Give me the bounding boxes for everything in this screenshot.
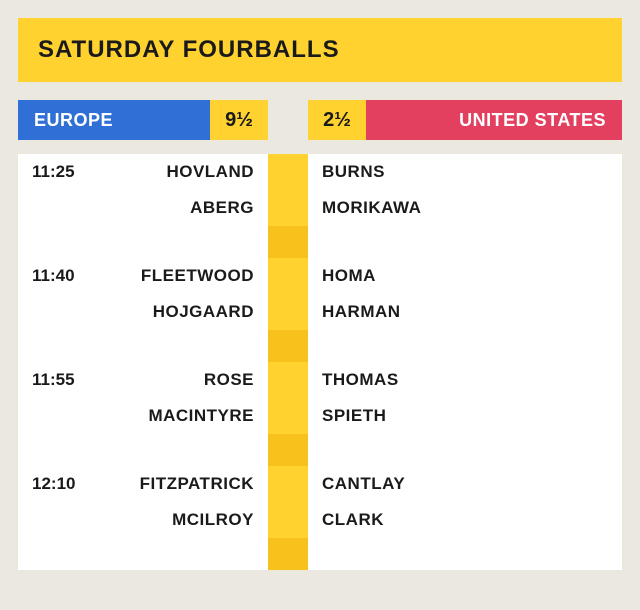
usa-player: CANTLAY (308, 474, 622, 494)
usa-score: 2½ (308, 100, 366, 140)
divider-cell (268, 226, 308, 258)
europe-player: MCILROY (96, 510, 268, 530)
divider-cell (268, 502, 308, 538)
europe-score: 9½ (210, 100, 268, 140)
score-row: EUROPE 9½ 2½ UNITED STATES (18, 100, 622, 140)
divider-cell (268, 294, 308, 330)
matches-table: 11:25 HOVLAND BURNS ABERG MORIKAWA 11:40… (18, 154, 622, 570)
match-time: 11:40 (18, 266, 96, 286)
spacer-row (18, 434, 622, 466)
table-row: 11:55 ROSE THOMAS (18, 362, 622, 398)
europe-player: FLEETWOOD (96, 266, 268, 286)
table-row: MCILROY CLARK (18, 502, 622, 538)
europe-player: ROSE (96, 370, 268, 390)
table-row: HOJGAARD HARMAN (18, 294, 622, 330)
table-row: 11:25 HOVLAND BURNS (18, 154, 622, 190)
europe-player: HOJGAARD (96, 302, 268, 322)
europe-player: ABERG (96, 198, 268, 218)
table-row: 11:40 FLEETWOOD HOMA (18, 258, 622, 294)
divider-cell (268, 190, 308, 226)
page-title: SATURDAY FOURBALLS (38, 36, 602, 64)
table-row: ABERG MORIKAWA (18, 190, 622, 226)
usa-player: THOMAS (308, 370, 622, 390)
usa-player: SPIETH (308, 406, 622, 426)
match-time: 11:25 (18, 162, 96, 182)
europe-label: EUROPE (18, 100, 210, 140)
divider-cell (268, 538, 308, 570)
usa-player: HARMAN (308, 302, 622, 322)
divider-cell (268, 258, 308, 294)
divider-cell (268, 466, 308, 502)
match-time: 11:55 (18, 370, 96, 390)
divider-cell (268, 398, 308, 434)
divider-cell (268, 154, 308, 190)
title-bar: SATURDAY FOURBALLS (18, 18, 622, 82)
usa-player: HOMA (308, 266, 622, 286)
europe-player: FITZPATRICK (96, 474, 268, 494)
divider-cell (268, 330, 308, 362)
europe-player: HOVLAND (96, 162, 268, 182)
table-row: MACINTYRE SPIETH (18, 398, 622, 434)
divider-cell (268, 362, 308, 398)
europe-player: MACINTYRE (96, 406, 268, 426)
divider-cell (268, 434, 308, 466)
usa-player: CLARK (308, 510, 622, 530)
usa-label: UNITED STATES (366, 100, 622, 140)
spacer-row (18, 538, 622, 570)
match-time: 12:10 (18, 474, 96, 494)
usa-player: BURNS (308, 162, 622, 182)
usa-player: MORIKAWA (308, 198, 622, 218)
spacer-row (18, 330, 622, 362)
spacer-row (18, 226, 622, 258)
score-gap (268, 100, 308, 140)
table-row: 12:10 FITZPATRICK CANTLAY (18, 466, 622, 502)
